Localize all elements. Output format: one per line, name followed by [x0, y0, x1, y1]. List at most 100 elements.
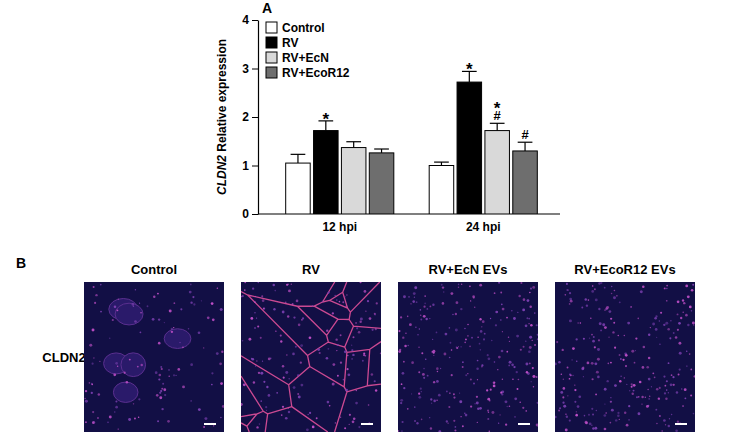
speckle — [641, 396, 643, 398]
speckle — [161, 368, 163, 370]
speckle — [100, 284, 102, 286]
speckle — [494, 292, 496, 294]
speckle — [254, 301, 256, 303]
speckle — [285, 371, 288, 374]
speckle — [263, 307, 265, 309]
speckle — [336, 299, 338, 301]
speckle — [602, 323, 605, 326]
speckle — [631, 350, 634, 353]
speckle — [658, 397, 660, 399]
speckle — [171, 328, 173, 330]
speckle — [663, 419, 666, 422]
speckle — [555, 363, 557, 366]
speckle — [585, 421, 588, 424]
speckle — [610, 401, 612, 403]
y-axis: 01234 — [242, 13, 258, 221]
speckle — [592, 285, 594, 287]
speckle — [624, 335, 626, 337]
speckle — [365, 311, 366, 312]
speckle — [401, 383, 403, 385]
legend-item: Control — [266, 21, 325, 35]
speckle — [480, 330, 483, 333]
speckle — [611, 286, 612, 287]
speckle — [532, 286, 535, 289]
speckle — [418, 396, 421, 399]
speckle — [157, 293, 159, 295]
speckle — [684, 388, 687, 391]
speckle — [293, 386, 296, 389]
speckle — [328, 348, 330, 350]
speckle — [128, 418, 131, 421]
speckle — [244, 289, 246, 291]
speckle — [678, 342, 681, 345]
speckle — [190, 301, 192, 303]
speckle — [672, 376, 674, 378]
speckle — [222, 405, 224, 408]
speckle — [677, 420, 679, 422]
speckle — [404, 345, 407, 348]
speckle — [534, 312, 536, 314]
speckle — [283, 377, 285, 379]
speckle — [346, 294, 347, 295]
speckle — [288, 408, 289, 409]
speckle — [328, 291, 330, 293]
error-bar — [291, 154, 306, 163]
column-title: RV+EcN EVs — [429, 262, 508, 277]
speckle — [424, 303, 426, 305]
speckle — [152, 318, 155, 321]
speckle — [430, 427, 432, 429]
legend-item: RV — [266, 36, 298, 50]
speckle — [274, 290, 276, 292]
speckle — [255, 365, 256, 366]
speckle — [477, 360, 479, 362]
speckle — [586, 304, 588, 306]
speckle — [484, 333, 486, 335]
speckle — [91, 383, 93, 385]
speckle — [585, 422, 588, 425]
speckle — [300, 362, 302, 364]
speckle — [374, 313, 376, 315]
speckle — [636, 396, 638, 398]
speckle — [349, 414, 351, 416]
speckle — [167, 420, 170, 423]
speckle — [266, 386, 268, 388]
speckle — [583, 376, 584, 377]
speckle — [420, 314, 422, 316]
speckle — [460, 346, 461, 347]
speckle — [615, 419, 617, 421]
speckle — [456, 346, 457, 347]
speckle — [501, 350, 504, 353]
speckle — [362, 360, 364, 362]
speckle — [188, 328, 190, 330]
speckle — [628, 405, 630, 407]
speckle — [164, 394, 166, 396]
speckle — [182, 347, 184, 349]
speckle — [252, 358, 254, 360]
speckle — [407, 408, 409, 410]
speckle — [258, 372, 260, 374]
y-tick: 3 — [242, 62, 258, 76]
speckle — [400, 399, 403, 402]
speckle — [371, 329, 373, 331]
speckle — [684, 397, 686, 399]
speckle — [250, 295, 251, 296]
speckle — [647, 389, 649, 391]
speckle — [562, 396, 564, 398]
speckle — [273, 308, 275, 310]
speckle — [280, 335, 282, 337]
speckle — [511, 364, 514, 367]
speckle — [604, 309, 606, 311]
speckle — [518, 379, 520, 381]
speckle — [158, 378, 160, 380]
speckle — [594, 427, 597, 430]
legend-label: RV — [282, 36, 298, 50]
speckle — [613, 322, 615, 324]
speckle — [591, 378, 593, 380]
speckle — [569, 303, 571, 305]
speckle — [437, 371, 438, 372]
speckle — [520, 349, 522, 351]
speckle — [407, 345, 408, 346]
speckle — [291, 283, 292, 284]
speckle — [473, 382, 475, 384]
speckle — [536, 424, 538, 427]
